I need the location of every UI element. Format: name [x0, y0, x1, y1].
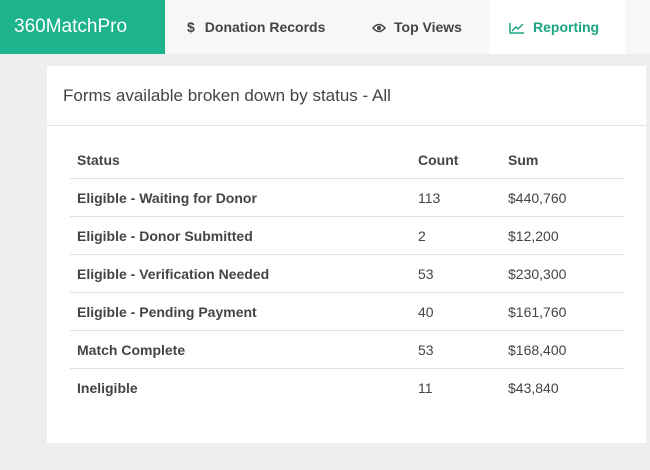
sum-cell: $440,760 [501, 178, 625, 217]
status-cell: Eligible - Pending Payment [70, 292, 411, 331]
count-cell: 11 [418, 379, 433, 396]
eye-icon [372, 24, 386, 33]
status-cell: Eligible - Verification Needed [70, 254, 411, 293]
count-cell: 2 [411, 216, 501, 255]
top-nav: 360MatchPro $ Donation Records Top Views … [0, 0, 650, 54]
table-body: Eligible - Waiting for Donor 113 $440,760 E… [70, 178, 625, 407]
nav-label: Reporting [533, 19, 600, 35]
nav-label: Top Views [394, 19, 462, 35]
panel-title: Forms available broken down by status - … [63, 86, 391, 105]
count-cell: 53 [411, 254, 501, 293]
count-cell: 40 [411, 292, 501, 331]
count-cell: 113 [411, 178, 501, 217]
nav-label: Donation Records [204, 19, 326, 35]
status-cell: Eligible - Donor Submitted [70, 216, 411, 255]
divider [47, 125, 646, 126]
table-row: Eligible - Waiting for Donor 113 $440,760 [70, 178, 625, 217]
nav-reporting[interactable]: Reporting [489, 0, 625, 54]
status-cell: Eligible - Waiting for Donor [70, 178, 411, 217]
status-cell: Match Complete [70, 330, 411, 369]
brand[interactable]: 360MatchPro [0, 0, 165, 54]
sum-cell: $230,300 [501, 254, 625, 293]
status-table: Status Count Sum Eligible - Waiting for Do… [70, 141, 625, 406]
panel: Forms available broken down by status - … [47, 66, 646, 443]
sum-cell: $161,760 [501, 292, 625, 331]
column-header: Status [70, 141, 411, 179]
status-cell: Ineligible [77, 379, 138, 396]
nav-donation-records[interactable]: $ Donation Records [187, 0, 325, 54]
table-row: Eligible - Donor Submitted 2 $12,200 [70, 216, 625, 255]
table-row: Ineligible 11 $43,840 [70, 369, 625, 407]
nav-icon: $ [187, 19, 195, 35]
table-row: Eligible - Pending Payment 40 $161,760 [70, 292, 625, 331]
sum-cell: $43,840 [508, 379, 559, 396]
sum-cell: $168,400 [501, 330, 625, 369]
sum-cell: $12,200 [501, 216, 625, 255]
nav-top-views[interactable]: Top Views [372, 0, 462, 54]
count-cell: 53 [411, 330, 501, 369]
column-header: Sum [501, 141, 625, 179]
column-header: Count [411, 141, 501, 179]
header-row: Status Count Sum [70, 141, 625, 179]
table-row: Eligible - Verification Needed 53 $230,300 [70, 254, 625, 293]
table-row: Match Complete 53 $168,400 [70, 330, 625, 369]
chart-icon [509, 23, 524, 35]
